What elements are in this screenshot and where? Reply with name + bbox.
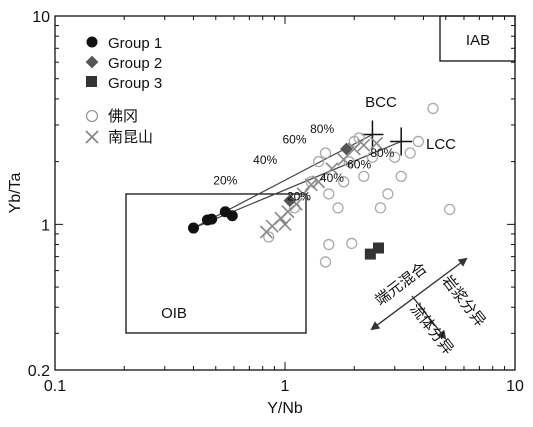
point-fogang <box>343 155 355 168</box>
iab-label: IAB <box>466 32 490 49</box>
x-axis: 0.1 1 10 <box>44 16 524 395</box>
mixing-percent-label: 40% <box>253 153 277 167</box>
point-fogang <box>323 238 335 251</box>
point-nankunshan <box>296 187 310 201</box>
y-tick-label: 0.2 <box>28 363 50 380</box>
x-tick-label: 10 <box>506 378 524 395</box>
mixing-percent-label: 20% <box>287 190 311 204</box>
legend-marker-nankunshan <box>85 130 99 144</box>
point-nankunshan <box>347 142 361 156</box>
x-axis-label: Y/Nb <box>267 400 303 417</box>
y-axis-label: Yb/Ta <box>7 172 24 213</box>
mixing-percent-label: 60% <box>283 132 307 146</box>
x-tick-label: 0.1 <box>44 378 66 395</box>
point-nankunshan <box>304 178 318 192</box>
legend-marker-group1 <box>86 36 98 48</box>
point-fogang <box>305 176 317 188</box>
point-nankunshan <box>278 217 292 231</box>
point-nankunshan-stroke <box>337 152 351 166</box>
point-fogang <box>404 147 416 159</box>
fluid-fractionation-label: 流体分异 <box>406 300 456 358</box>
point-group2 <box>340 142 353 156</box>
legend-marker-group2 <box>85 55 99 69</box>
point-fogang <box>312 155 325 168</box>
iab-box <box>439 15 516 62</box>
y-tick-label: 1 <box>41 217 50 234</box>
point-fogang <box>382 188 394 200</box>
point-nankunshan-stroke <box>304 178 318 192</box>
point-fogang <box>263 231 275 243</box>
point-nankunshan <box>312 175 326 189</box>
point-fogang <box>338 176 350 188</box>
y-axis: 0.2 1 10 <box>28 9 515 380</box>
point-fogang <box>319 256 332 268</box>
mixing-percent-label: 60% <box>347 158 371 172</box>
legend-label-group1: Group 1 <box>108 35 162 52</box>
point-fogang <box>353 132 365 144</box>
point-nankunshan-stroke <box>312 175 326 189</box>
legend-label-group3: Group 3 <box>108 75 162 92</box>
x-tick-label: 1 <box>281 378 290 395</box>
legend-label-group2: Group 2 <box>108 55 162 72</box>
point-fogang <box>358 170 370 182</box>
point-fogang <box>323 188 335 200</box>
legend-label-nankunshan: 南昆山 <box>108 129 153 146</box>
data-points <box>187 102 456 268</box>
mixing-percent-label: 80% <box>310 122 334 136</box>
mixing-percent-label: 80% <box>370 146 394 160</box>
point-fogang <box>427 102 439 115</box>
point-nankunshan-stroke <box>325 162 339 176</box>
point-nankunshan-stroke <box>357 138 371 152</box>
point-fogang <box>444 203 456 216</box>
point-nankunshan <box>357 138 371 152</box>
oib-box <box>125 193 307 334</box>
mixing-percent-label: 20% <box>213 174 237 188</box>
point-fogang <box>395 170 407 182</box>
legend-marker-fogang <box>85 109 99 123</box>
oib-label: OIB <box>161 305 187 322</box>
point-nankunshan-stroke <box>369 136 384 150</box>
mixing-percent-labels: 20%40%60%80%20%40%60%80% <box>213 122 394 204</box>
mixing-percent-label: 40% <box>320 171 344 185</box>
mixing-trend-arrow <box>370 257 468 331</box>
point-fogang <box>332 202 344 214</box>
point-group1 <box>187 222 199 234</box>
point-fogang <box>346 237 358 250</box>
point-nankunshan-stroke <box>289 197 303 211</box>
bcc-label: BCC <box>365 94 397 111</box>
y-tick-label: 10 <box>32 9 50 26</box>
point-fogang <box>366 151 379 163</box>
iab-field: IAB <box>439 15 516 62</box>
point-fogang <box>412 135 425 148</box>
fractionation-trend-arrow <box>411 295 447 340</box>
point-nankunshan <box>325 162 339 176</box>
point-group1 <box>206 213 218 225</box>
point-nankunshan <box>337 152 351 166</box>
legend-marker-group3 <box>86 76 97 87</box>
oib-field: OIB <box>125 193 307 334</box>
legend-label-fogang: 佛冈 <box>108 108 138 125</box>
trend-arrows: 端元混合 岩浆分异 流体分异 <box>370 257 490 358</box>
point-nankunshan-stroke <box>347 142 361 156</box>
legend: Group 1 Group 2 Group 3 佛冈 南昆山 <box>85 35 162 146</box>
point-group3 <box>364 248 376 260</box>
point-nankunshan-stroke <box>278 217 292 231</box>
point-nankunshan-stroke <box>296 187 310 201</box>
point-fogang <box>319 147 332 159</box>
point-group3 <box>373 242 385 254</box>
point-group2 <box>283 194 297 207</box>
lcc-label: LCC <box>426 136 456 153</box>
magma-fractionation-label: 岩浆分异 <box>438 272 489 330</box>
point-fogang <box>389 151 401 163</box>
point-nankunshan <box>369 136 384 150</box>
point-group1 <box>226 210 238 222</box>
point-fogang <box>374 202 387 214</box>
